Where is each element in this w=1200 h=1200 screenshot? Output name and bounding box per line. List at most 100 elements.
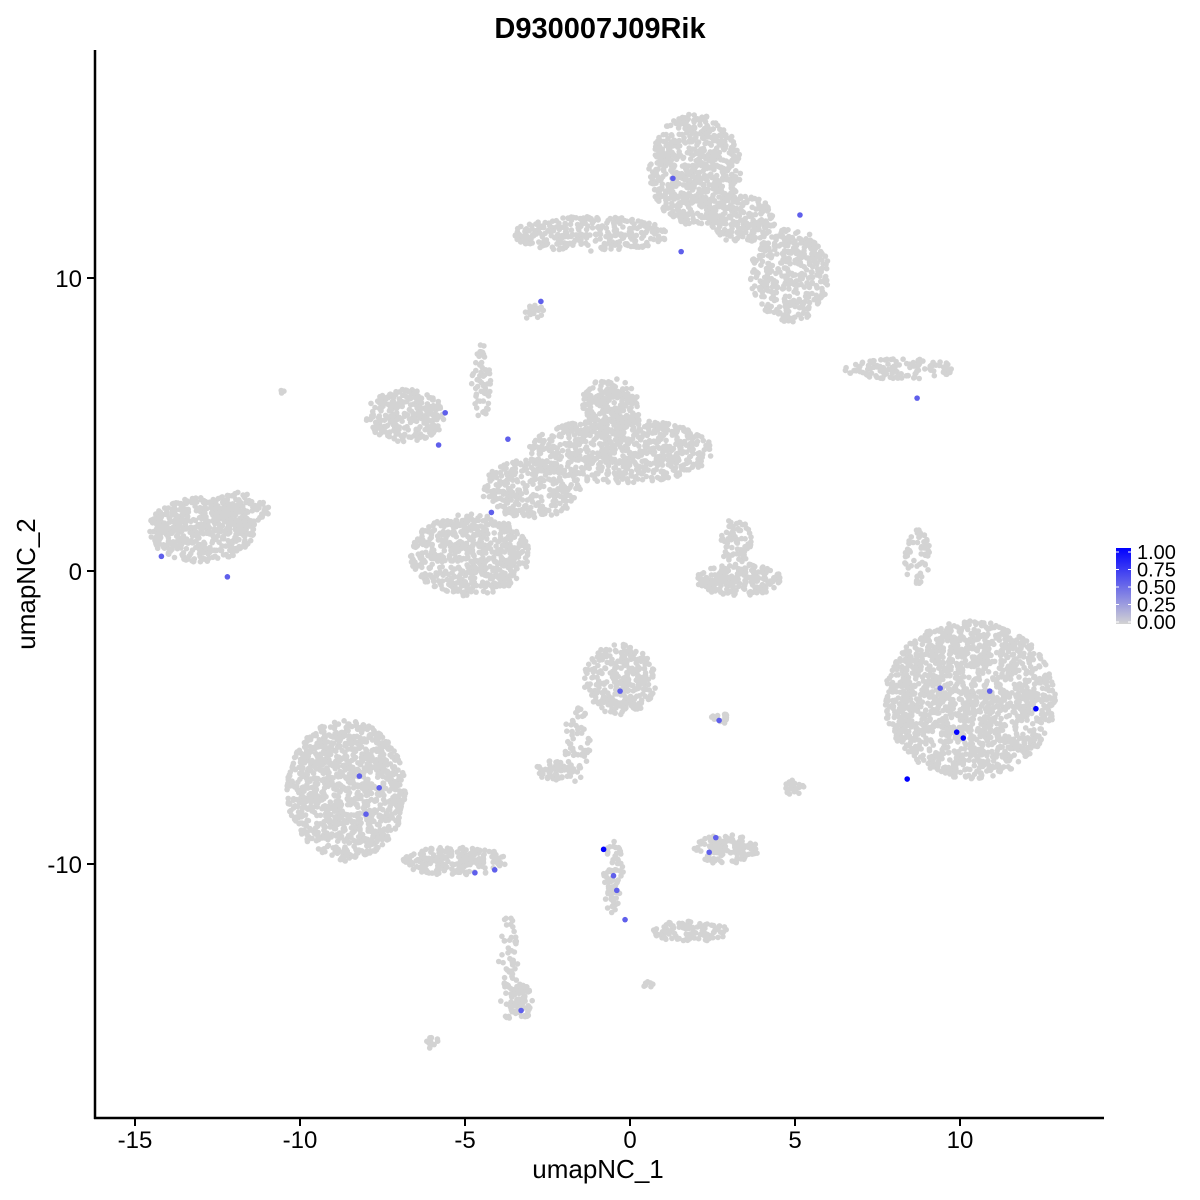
- cell-point: [666, 147, 672, 153]
- cell-point: [702, 163, 709, 169]
- cell-point: [412, 390, 418, 396]
- cell-point: [725, 204, 731, 211]
- cell-point: [676, 116, 682, 122]
- cell-point: [514, 236, 520, 243]
- cell-point: [448, 541, 455, 548]
- cell-point: [905, 565, 912, 571]
- cell-point: [479, 364, 486, 371]
- cell-point: [686, 434, 693, 441]
- cell-point: [491, 530, 498, 536]
- cell-point: [734, 546, 741, 552]
- cell-point: [745, 541, 751, 547]
- cell-point: [478, 388, 485, 395]
- cell-point: [465, 518, 471, 525]
- cell-point: [167, 548, 174, 555]
- cell-point: [439, 522, 446, 528]
- cell-point: [573, 232, 579, 238]
- cell-point: [190, 516, 197, 523]
- cell-point: [477, 536, 484, 543]
- cell-point: [192, 524, 199, 531]
- cell-point: [699, 214, 705, 221]
- cell-point: [396, 426, 402, 433]
- cell-point: [603, 233, 609, 240]
- cell-point: [663, 437, 669, 444]
- cell-point: [697, 159, 704, 165]
- cell-point: [550, 433, 557, 440]
- cell-point: [582, 454, 589, 461]
- cell-point: [635, 434, 642, 441]
- cell-point: [524, 549, 531, 556]
- cell-point: [736, 556, 742, 562]
- cell-point: [734, 147, 740, 154]
- cell-point: [712, 149, 718, 156]
- cell-point: [607, 438, 614, 445]
- cell-point: [608, 243, 614, 249]
- cell-point: [796, 296, 802, 303]
- cell-point: [757, 246, 764, 252]
- cell-point: [695, 464, 702, 470]
- cell-point: [922, 366, 928, 372]
- cell-point: [550, 246, 557, 253]
- cell-point: [601, 395, 607, 402]
- cell-point: [384, 422, 391, 429]
- cell-point: [786, 235, 793, 242]
- cell-point: [684, 182, 691, 189]
- cell-point: [153, 511, 159, 517]
- cell-point: [669, 169, 676, 175]
- cell-point: [655, 438, 662, 445]
- cell-point: [793, 243, 799, 249]
- cell-point: [405, 427, 412, 433]
- cell-point: [781, 312, 787, 318]
- cell-point: [217, 547, 223, 553]
- cell-point: [247, 537, 254, 544]
- cell-point: [204, 523, 211, 529]
- cell-point: [918, 543, 925, 550]
- cell-point: [773, 289, 780, 296]
- cell-point: [469, 372, 476, 379]
- cell-point: [575, 225, 581, 231]
- cell-point: [737, 551, 743, 557]
- cell-point: [555, 456, 562, 462]
- cell-point: [536, 433, 543, 440]
- cell-point: [786, 258, 792, 264]
- cell-point: [650, 180, 656, 187]
- cell-point: [748, 275, 754, 282]
- cell-point: [175, 531, 181, 538]
- cell-point: [749, 285, 756, 292]
- cell-point: [803, 243, 809, 249]
- cell-point: [462, 579, 469, 585]
- cell-point: [462, 545, 468, 551]
- cell-point: [639, 235, 645, 241]
- cell-point: [497, 546, 504, 553]
- cell-point: [641, 423, 648, 430]
- cell-point: [502, 482, 509, 488]
- cell-point: [726, 213, 733, 219]
- cell-point: [710, 174, 717, 181]
- cell-point: [490, 498, 496, 505]
- cell-point: [587, 386, 593, 392]
- cell-point: [412, 566, 419, 572]
- cell-point: [155, 516, 162, 522]
- cell-point: [473, 582, 480, 589]
- cell-point: [431, 527, 438, 533]
- cell-point: [206, 531, 213, 537]
- cell-point: [523, 239, 529, 245]
- cell-point: [680, 424, 686, 431]
- cell-point: [214, 555, 221, 561]
- cell-point: [673, 120, 680, 126]
- cell-point: [613, 476, 619, 482]
- cell-point: [652, 221, 658, 228]
- cell-point: [722, 221, 729, 227]
- cell-point: [589, 422, 595, 429]
- background-cells: [147, 111, 1058, 1051]
- cell-point: [569, 494, 575, 501]
- cell-point: [482, 410, 489, 417]
- cell-point: [785, 227, 791, 233]
- cell-point: [789, 271, 795, 277]
- cell-point: [859, 359, 866, 366]
- cell-point: [429, 547, 435, 554]
- cell-point: [487, 377, 494, 384]
- cell-point: [806, 231, 813, 238]
- cell-point: [573, 485, 579, 492]
